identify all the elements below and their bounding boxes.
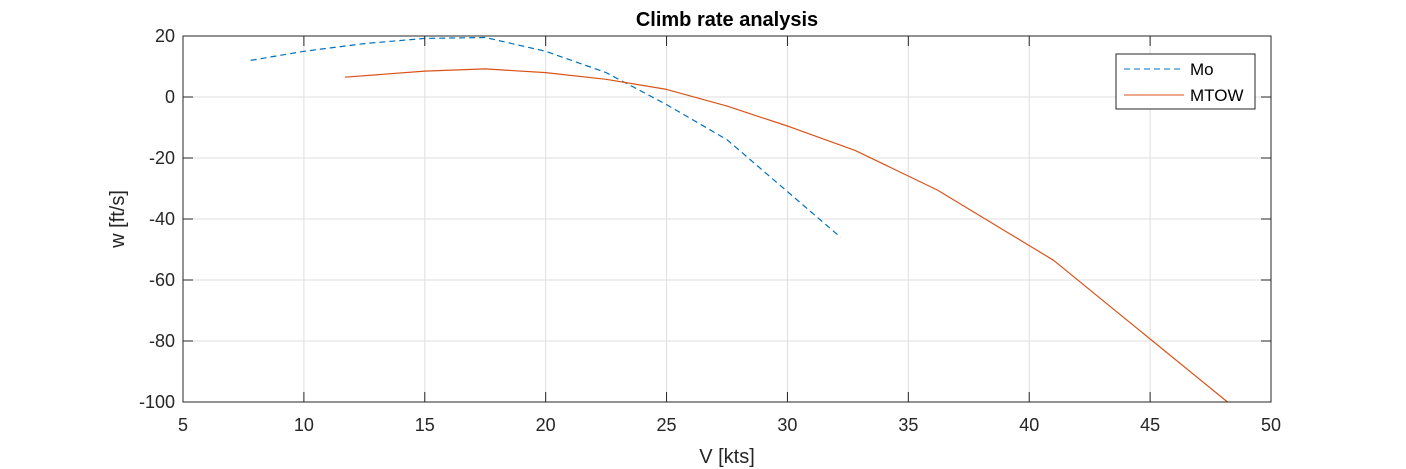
legend-label-mtow: MTOW xyxy=(1190,86,1244,105)
y-axis-label: w [ft/s] xyxy=(107,190,129,249)
x-tick-label: 25 xyxy=(657,415,677,435)
x-axis-label: V [kts] xyxy=(699,446,755,468)
y-tick-label: -20 xyxy=(149,148,175,168)
chart-title: Climb rate analysis xyxy=(636,9,818,31)
x-tick-label: 30 xyxy=(777,415,797,435)
y-tick-label: -80 xyxy=(149,331,175,351)
x-tick-label: 15 xyxy=(415,415,435,435)
legend: Mo MTOW xyxy=(1115,53,1256,110)
x-tick-label: 45 xyxy=(1140,415,1160,435)
legend-box xyxy=(1115,53,1256,110)
y-tick-label: -40 xyxy=(149,209,175,229)
x-tick-label: 50 xyxy=(1261,415,1281,435)
x-tick-label: 20 xyxy=(536,415,556,435)
axis-ticks xyxy=(182,35,1272,403)
x-tick-labels: 5 10 15 20 25 30 35 40 45 50 xyxy=(178,415,1281,435)
y-tick-label: 0 xyxy=(165,87,175,107)
series-layer xyxy=(250,36,1228,403)
y-tick-labels: 20 0 -20 -40 -60 -80 -100 xyxy=(139,26,175,412)
x-tick-label: 10 xyxy=(294,415,314,435)
y-tick-label: 20 xyxy=(155,26,175,46)
x-tick-label: 35 xyxy=(898,415,918,435)
x-tick-label: 40 xyxy=(1019,415,1039,435)
series-line-mtow xyxy=(344,68,1228,403)
y-tick-label: -60 xyxy=(149,270,175,290)
y-tick-label: -100 xyxy=(139,392,175,412)
legend-label-mo: Mo xyxy=(1190,60,1214,79)
series-line-mo xyxy=(250,36,841,238)
x-tick-label: 5 xyxy=(178,415,188,435)
